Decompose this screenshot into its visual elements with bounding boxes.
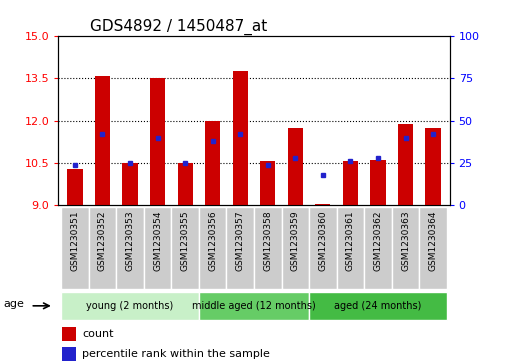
Text: middle aged (12 months): middle aged (12 months) xyxy=(192,301,316,311)
Bar xyxy=(254,207,281,289)
Bar xyxy=(199,292,309,320)
Text: young (2 months): young (2 months) xyxy=(86,301,174,311)
Text: GSM1230353: GSM1230353 xyxy=(125,210,135,271)
Bar xyxy=(199,207,227,289)
Text: GSM1230363: GSM1230363 xyxy=(401,210,410,271)
Bar xyxy=(178,163,193,205)
Text: GSM1230357: GSM1230357 xyxy=(236,210,245,271)
Bar xyxy=(227,207,254,289)
Bar xyxy=(116,207,144,289)
Bar xyxy=(260,162,275,205)
Bar xyxy=(89,207,116,289)
Text: age: age xyxy=(3,299,24,309)
Bar xyxy=(419,207,447,289)
Text: GSM1230352: GSM1230352 xyxy=(98,210,107,271)
Text: GSM1230360: GSM1230360 xyxy=(319,210,327,271)
Bar xyxy=(281,207,309,289)
Text: count: count xyxy=(82,329,113,339)
Bar xyxy=(62,347,76,361)
Text: GSM1230359: GSM1230359 xyxy=(291,210,300,271)
Bar xyxy=(171,207,199,289)
Bar xyxy=(61,292,199,320)
Bar xyxy=(288,128,303,205)
Bar xyxy=(95,76,110,205)
Bar xyxy=(144,207,171,289)
Text: GSM1230356: GSM1230356 xyxy=(208,210,217,271)
Text: GDS4892 / 1450487_at: GDS4892 / 1450487_at xyxy=(90,19,267,35)
Bar xyxy=(398,123,413,205)
Bar xyxy=(426,128,440,205)
Bar xyxy=(205,121,220,205)
Bar xyxy=(62,327,76,341)
Text: GSM1230358: GSM1230358 xyxy=(263,210,272,271)
Text: GSM1230354: GSM1230354 xyxy=(153,210,162,271)
Bar xyxy=(233,72,248,205)
Bar xyxy=(150,78,165,205)
Bar xyxy=(68,168,82,205)
Bar xyxy=(315,204,330,205)
Bar xyxy=(392,207,419,289)
Text: GSM1230355: GSM1230355 xyxy=(181,210,189,271)
Bar xyxy=(364,207,392,289)
Text: aged (24 months): aged (24 months) xyxy=(334,301,422,311)
Text: GSM1230362: GSM1230362 xyxy=(373,210,383,271)
Bar xyxy=(343,162,358,205)
Text: GSM1230361: GSM1230361 xyxy=(346,210,355,271)
Text: GSM1230364: GSM1230364 xyxy=(429,210,437,271)
Bar xyxy=(337,207,364,289)
Bar xyxy=(122,163,138,205)
Text: percentile rank within the sample: percentile rank within the sample xyxy=(82,349,270,359)
Bar xyxy=(309,292,447,320)
Text: GSM1230351: GSM1230351 xyxy=(71,210,79,271)
Bar xyxy=(309,207,337,289)
Bar xyxy=(370,160,386,205)
Bar xyxy=(61,207,89,289)
